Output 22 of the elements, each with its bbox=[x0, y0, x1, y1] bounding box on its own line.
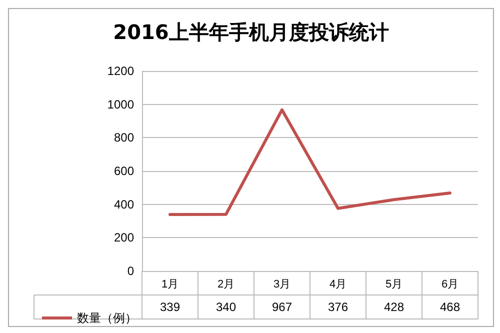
data-label: 967 bbox=[272, 300, 292, 314]
data-label: 376 bbox=[328, 300, 348, 314]
data-label: 468 bbox=[440, 300, 460, 314]
x-tick-label: 1月 bbox=[161, 278, 179, 290]
y-tick-label: 200 bbox=[114, 230, 134, 245]
chart-title: 2016上半年手机月度投诉统计 bbox=[113, 20, 389, 44]
y-tick-label: 800 bbox=[114, 130, 134, 145]
x-tick-label: 2月 bbox=[217, 278, 235, 290]
x-tick-label: 4月 bbox=[329, 278, 347, 290]
x-tick-label: 6月 bbox=[441, 278, 459, 290]
y-tick-label: 400 bbox=[114, 197, 134, 212]
line-series bbox=[168, 108, 452, 216]
y-tick-label: 1000 bbox=[107, 97, 134, 112]
x-tick-label: 3月 bbox=[273, 278, 291, 290]
data-label: 428 bbox=[384, 300, 404, 314]
y-tick-label: 600 bbox=[114, 164, 134, 178]
data-label: 340 bbox=[216, 300, 236, 314]
y-tick-label: 1200 bbox=[107, 64, 134, 78]
y-tick-label: 0 bbox=[127, 264, 134, 278]
legend-label: 数量（例） bbox=[77, 311, 137, 325]
data-label: 339 bbox=[160, 300, 180, 314]
x-tick-label: 5月 bbox=[385, 278, 403, 290]
